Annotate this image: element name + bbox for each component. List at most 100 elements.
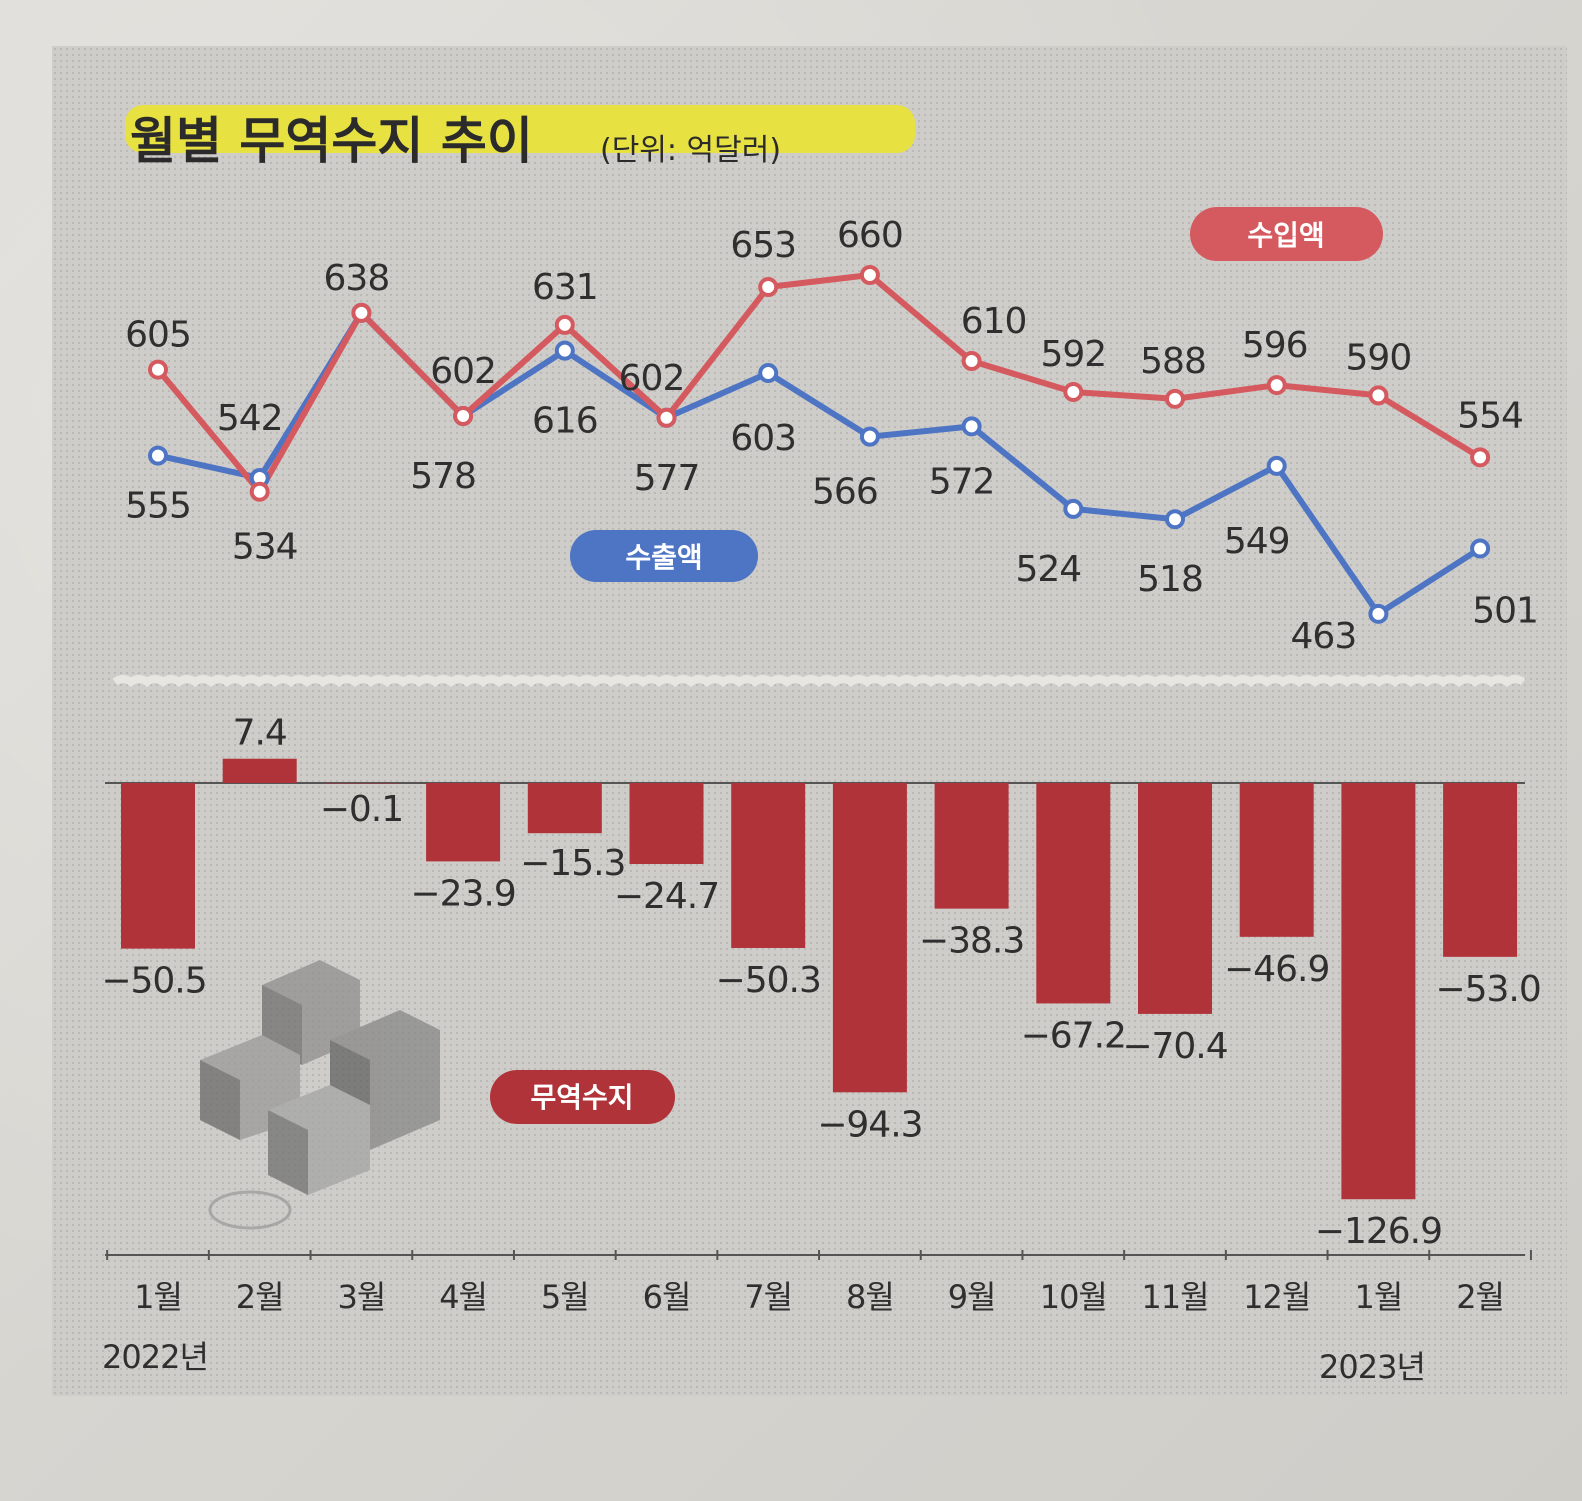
legend-import-label: 수입액 <box>1247 219 1324 252</box>
year-label-2022: 2022년 <box>102 1338 208 1376</box>
section-separator <box>112 675 1526 687</box>
balance-bar <box>1341 783 1416 1200</box>
balance-value-label: −50.3 <box>716 960 821 1001</box>
import-value-label: 534 <box>232 527 298 568</box>
balance-value-label: −24.7 <box>614 876 719 917</box>
export-value-label: 542 <box>217 398 283 439</box>
export-point <box>1063 498 1084 519</box>
balance-bar <box>1138 783 1212 1014</box>
balance-value-label: −0.1 <box>320 789 403 830</box>
export-value-label: 577 <box>634 458 700 499</box>
blocks-illustration <box>200 960 440 1230</box>
export-point <box>148 445 168 466</box>
chart-panel <box>52 46 1567 1396</box>
import-point <box>453 406 474 427</box>
balance-bar <box>1443 783 1518 957</box>
balance-value-label: −38.3 <box>919 921 1024 962</box>
month-label: 7월 <box>744 1278 792 1316</box>
month-label: 3월 <box>337 1278 385 1316</box>
legend-balance: 무역수지 <box>490 1070 675 1124</box>
export-point <box>1165 509 1185 530</box>
export-point <box>1368 603 1389 624</box>
balance-bar <box>324 783 399 784</box>
month-label: 10월 <box>1040 1278 1107 1316</box>
month-label: 2월 <box>236 1278 284 1316</box>
import-value-label: 554 <box>1457 395 1523 436</box>
bar-chart: −50.5 7.4 −0.1 −23.9−15.3−24.7 −50.3 −94.3 −38… <box>101 713 1541 1253</box>
balance-bar <box>1036 783 1111 1004</box>
import-value-label: 588 <box>1140 341 1206 382</box>
balance-bar <box>629 783 704 865</box>
import-point <box>656 407 677 428</box>
month-label: 6월 <box>643 1278 691 1316</box>
month-label: 12월 <box>1243 1278 1310 1316</box>
import-value-label: 610 <box>961 301 1027 342</box>
import-value-label: 590 <box>1346 337 1412 378</box>
balance-value-label: −23.9 <box>410 873 515 914</box>
import-value-label: 602 <box>619 358 685 399</box>
export-point <box>758 363 779 384</box>
export-value-label: 578 <box>410 456 476 497</box>
legend-import: 수입액 <box>1190 207 1383 261</box>
balance-bar <box>426 783 501 862</box>
balance-value-label: −50.5 <box>101 961 206 1002</box>
import-point <box>1470 447 1491 468</box>
export-point <box>1470 538 1491 559</box>
export-point <box>961 416 982 437</box>
export-value-label: 518 <box>1137 559 1203 600</box>
month-label: 1월 <box>134 1278 182 1316</box>
export-value-label: 616 <box>532 401 598 442</box>
import-value-label: 638 <box>324 258 390 299</box>
balance-value-label: −94.3 <box>817 1104 922 1145</box>
balance-bar <box>934 783 1009 909</box>
title-highlight <box>125 105 915 153</box>
import-value-label: 592 <box>1040 334 1106 375</box>
balance-bar <box>1239 783 1314 937</box>
x-axis: 1월 2월 3월 4월 5월 6월 7월 8월 9월 10월 11월 12월 1월 2월 <box>105 1250 1532 1316</box>
import-value-label: 653 <box>730 225 796 266</box>
balance-value-label: −67.2 <box>1021 1015 1126 1056</box>
balance-value-label: −70.4 <box>1122 1026 1227 1067</box>
import-line <box>155 272 1482 495</box>
export-point <box>859 426 880 447</box>
line-chart: 605 534 638 602 631 602 653 660 610 592 588 596 590 5… <box>125 215 1539 657</box>
balance-value-label: −15.3 <box>520 843 625 884</box>
import-value-label: 631 <box>532 267 598 308</box>
balance-bar <box>527 783 602 834</box>
import-value-label: 605 <box>125 315 191 356</box>
balance-value-label: −126.9 <box>1315 1211 1442 1252</box>
import-point <box>1368 385 1389 406</box>
export-value-label: 566 <box>812 472 878 513</box>
month-label: 5월 <box>541 1278 589 1316</box>
import-value-label: 596 <box>1242 325 1308 366</box>
import-point <box>859 265 880 285</box>
balance-value-label: −46.9 <box>1224 949 1329 990</box>
export-value-label: 603 <box>730 418 796 459</box>
export-point <box>1266 455 1287 476</box>
import-point <box>961 351 982 371</box>
legend-export-label: 수출액 <box>625 541 702 574</box>
import-point <box>1165 388 1185 409</box>
import-value-label: 602 <box>430 351 496 392</box>
balance-bar <box>121 783 195 949</box>
import-point <box>148 359 168 380</box>
month-label: 2월 <box>1456 1278 1504 1316</box>
legend-export: 수출액 <box>570 530 758 582</box>
import-point <box>249 481 270 502</box>
import-point <box>554 314 575 335</box>
year-label-2023: 2023년 <box>1319 1348 1425 1386</box>
month-label: 8월 <box>846 1278 894 1316</box>
export-value-label: 549 <box>1224 521 1290 562</box>
export-point <box>554 340 575 361</box>
import-point <box>758 277 779 298</box>
balance-value-label: 7.4 <box>233 713 287 754</box>
import-value-label: 660 <box>837 215 903 256</box>
month-label: 9월 <box>948 1278 996 1316</box>
legend-balance-label: 무역수지 <box>530 1081 633 1114</box>
export-value-label: 572 <box>929 461 995 502</box>
export-value-label: 463 <box>1291 616 1357 657</box>
balance-value-label: −53.0 <box>1435 969 1540 1010</box>
month-label: 11월 <box>1141 1278 1208 1316</box>
chart-unit: (단위: 억달러) <box>600 133 781 168</box>
